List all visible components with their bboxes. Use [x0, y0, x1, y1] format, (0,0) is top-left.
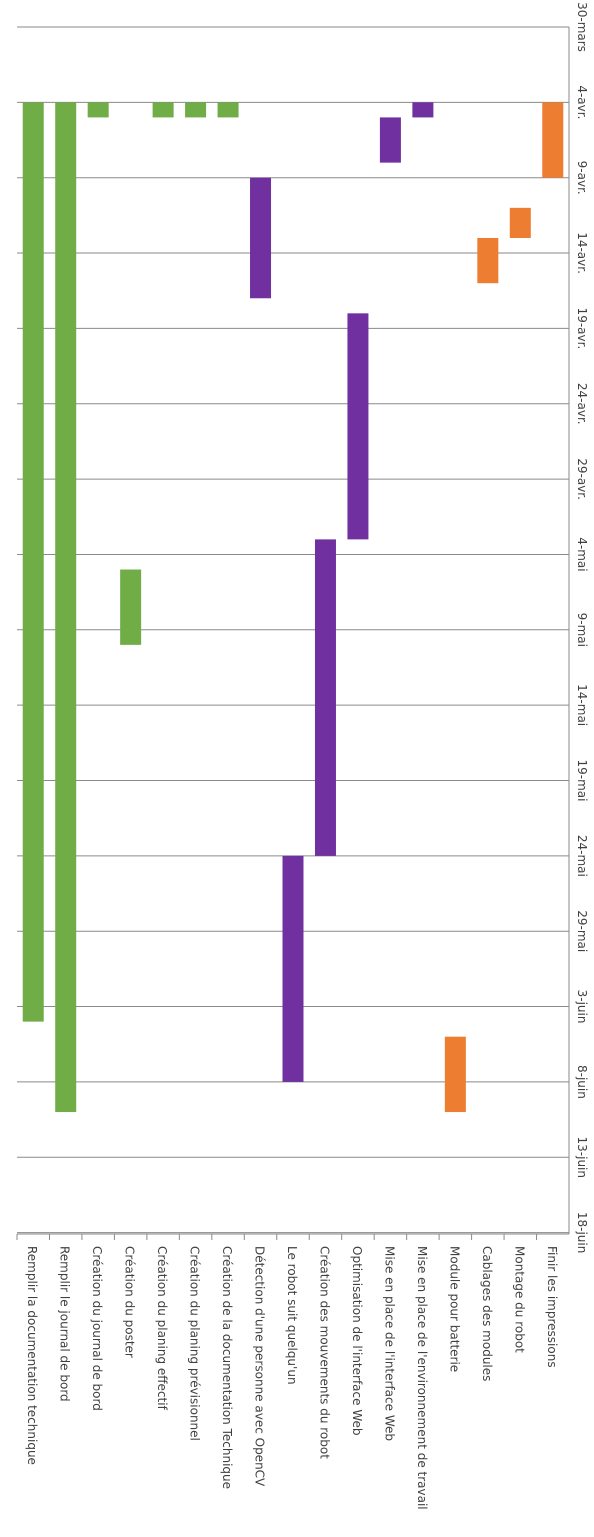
task-bar	[250, 177, 272, 299]
task-label: Mise en place de l'environnement de trav…	[415, 1246, 429, 1510]
tick-label: 29-mai	[575, 910, 589, 952]
tick-label: 19-avr.	[575, 308, 589, 350]
task-bar	[477, 237, 499, 284]
tick-label: 4-avr.	[575, 85, 589, 119]
task-label: Mise en place de l'interface Web	[382, 1246, 396, 1441]
task-label: Remplir le journal de bord	[58, 1246, 72, 1402]
task-bar	[185, 102, 207, 118]
tick-label: 9-avr.	[575, 161, 589, 195]
tick-label: 8-juin	[575, 1065, 589, 1099]
task-label: Cablages des modules	[480, 1246, 494, 1381]
task-bar	[87, 102, 109, 118]
task-label: Création du journal de bord	[90, 1246, 104, 1411]
task-bar	[55, 102, 77, 1113]
task-label: Création du planing prévisionnel	[188, 1246, 202, 1441]
task-bar	[152, 102, 174, 118]
task-label: Création de la documentation Technique	[220, 1246, 234, 1489]
task-bar	[22, 102, 44, 1022]
task-label: Montage du robot	[512, 1246, 526, 1353]
task-bar	[347, 313, 369, 540]
task-label: Finir les impressions	[545, 1246, 559, 1368]
task-bar	[282, 855, 304, 1082]
task-label: Création du poster	[123, 1246, 137, 1358]
task-bar	[444, 1036, 466, 1113]
tick-label: 4-mai	[575, 537, 589, 571]
task-bars	[22, 102, 564, 1113]
tick-label: 9-mai	[575, 613, 589, 647]
task-label: Module pour batterie	[447, 1246, 461, 1372]
task-label: Détection d'une personne avec OpenCV	[253, 1246, 267, 1487]
tick-label: 24-mai	[575, 835, 589, 877]
tick-label: 19-mai	[575, 760, 589, 802]
tick-label: 3-juin	[575, 990, 589, 1024]
task-bar	[217, 102, 239, 118]
task-label: Le robot suit quelqu'un	[285, 1246, 299, 1385]
tick-label: 13-juin	[575, 1137, 589, 1178]
date-tick-labels: 30-mars 4-avr. 9-avr. 14-avr. 19-avr. 24-avr.…	[575, 2, 589, 1253]
tick-label: 30-mars	[575, 2, 589, 52]
task-bar	[509, 207, 531, 238]
task-bar	[120, 569, 142, 645]
task-label: Création du planing effectif	[155, 1246, 169, 1411]
task-bar	[314, 539, 336, 856]
task-bar	[542, 102, 564, 178]
tick-label: 14-mai	[575, 684, 589, 726]
tick-label: 14-avr.	[575, 232, 589, 274]
task-label: Optimisation de l'interface Web	[350, 1246, 364, 1435]
tick-label: 18-juin	[575, 1212, 589, 1253]
task-label: Remplir la documentation technique	[25, 1246, 39, 1465]
tick-label: 24-avr.	[575, 383, 589, 425]
task-label: Création des mouvements du robot	[317, 1246, 331, 1459]
task-bar	[412, 102, 434, 118]
task-labels: Remplir la documentation technique Rempli…	[25, 1246, 559, 1510]
tick-label: 29-avr.	[575, 458, 589, 500]
task-bar	[379, 117, 401, 163]
